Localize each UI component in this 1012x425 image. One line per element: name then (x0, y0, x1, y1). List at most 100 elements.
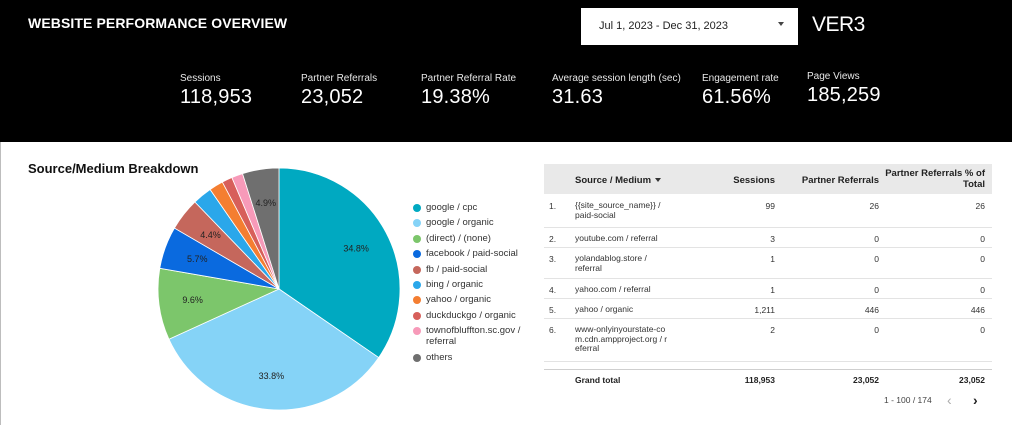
grand-total-sessions: 118,953 (744, 375, 775, 385)
legend-label: duckduckgo / organic (426, 309, 516, 321)
legend-swatch-icon (413, 234, 421, 243)
header-bar: WEBSITE PERFORMANCE OVERVIEW Jul 1, 2023… (0, 0, 1012, 142)
legend-item[interactable]: townofbluffton.sc.gov / referral (413, 325, 537, 352)
kpi-label: Partner Referral Rate (421, 73, 517, 84)
kpi-value: 185,259 (807, 84, 881, 106)
pie-slice-label: 34.8% (343, 244, 369, 254)
row-partner-referrals: 446 (864, 305, 879, 315)
kpi-label: Partner Referrals (301, 73, 378, 84)
legend-swatch-icon (413, 219, 421, 228)
table-row[interactable]: 1. {{site_source_name}} / paid-social 99… (544, 194, 992, 228)
legend-item[interactable]: others (413, 352, 537, 367)
column-header-partner-referrals-pct[interactable]: Partner Referrals % of Total (885, 168, 985, 190)
kpi-value: 31.63 (552, 86, 604, 108)
kpi-value: 19.38% (421, 86, 491, 108)
kpi-engagement-rate: Engagement rate 61.56% (702, 73, 779, 109)
legend-label: townofbluffton.sc.gov / referral (426, 325, 521, 348)
pie-slice-label: 33.8% (259, 371, 285, 381)
legend-item[interactable]: duckduckgo / organic (413, 310, 537, 325)
table-row[interactable]: 5. yahoo / organic 1,211 446 446 (544, 299, 992, 319)
grand-total-label: Grand total (575, 375, 621, 385)
row-source-medium: www-onlyinyourstate-com.cdn.ampproject.o… (575, 324, 668, 353)
row-index: 6. (549, 325, 557, 335)
previous-page-icon[interactable]: ‹ (947, 392, 952, 408)
kpi-label: Sessions (180, 73, 221, 84)
row-index: 5. (549, 305, 557, 315)
legend-label: facebook / paid-social (426, 248, 518, 260)
row-partner-referrals: 0 (874, 234, 879, 244)
legend-label: (direct) / (none) (426, 232, 491, 244)
legend-swatch-icon (413, 311, 421, 320)
row-sessions: 1 (770, 254, 775, 264)
row-source-medium: yolandablog.store / referral (575, 253, 647, 273)
row-sessions: 1 (770, 285, 775, 295)
kpi-partner-referral-rate: Partner Referral Rate 19.38% (421, 73, 516, 109)
pie-slice-google-organic[interactable] (168, 288, 380, 411)
legend-swatch-icon (413, 296, 421, 305)
table-row[interactable]: 4. yahoo.com / referral 1 0 0 (544, 279, 992, 299)
dropdown-caret-icon (778, 22, 784, 26)
row-index: 2. (549, 234, 557, 244)
chart-legend: google / cpc google / organic (direct) / (… (413, 203, 543, 373)
row-partner-referrals-pct: 0 (980, 325, 985, 335)
legend-swatch-icon (413, 280, 421, 289)
row-sessions: 3 (770, 234, 775, 244)
row-partner-referrals-pct: 0 (980, 234, 985, 244)
kpi-label: Page Views (807, 71, 860, 82)
column-header-source-medium[interactable]: Source / Medium (575, 175, 662, 186)
pie-slice-label: 5.7% (187, 254, 208, 264)
column-header-partner-referrals[interactable]: Partner Referrals (801, 175, 879, 186)
table-row[interactable]: 2. youtube.com / referral 3 0 0 (544, 228, 992, 248)
brand-logo: VER3 (812, 13, 865, 36)
legend-swatch-icon (413, 250, 421, 259)
row-index: 1. (549, 201, 557, 211)
panel-divider (0, 142, 1, 425)
row-source-medium: yahoo / organic (575, 304, 634, 314)
row-sessions: 1,211 (754, 305, 775, 315)
table-row[interactable]: 3. yolandablog.store / referral 1 0 0 (544, 248, 992, 279)
legend-label: google / cpc (426, 203, 478, 213)
grand-total-partner-referrals: 23,052 (853, 375, 879, 385)
legend-item[interactable]: google / cpc (413, 203, 537, 217)
pie-chart: 34.8% 33.8% 9.6% 5.7% 4.4% 4.9% (157, 167, 401, 411)
pie-slice-label: 9.6% (182, 295, 203, 305)
legend-item[interactable]: yahoo / organic (413, 294, 537, 309)
date-range-picker[interactable]: Jul 1, 2023 - Dec 31, 2023 (581, 8, 798, 45)
legend-swatch-icon (413, 204, 421, 212)
table-header: Source / Medium Sessions Partner Referra… (544, 164, 992, 194)
legend-label: google / organic (426, 217, 494, 229)
next-page-icon[interactable]: › (973, 392, 978, 408)
row-source-medium: {{site_source_name}} / paid-social (575, 200, 661, 220)
row-partner-referrals-pct: 26 (975, 201, 985, 211)
page-range: 1 - 100 / 174 (884, 395, 932, 405)
legend-item[interactable]: bing / organic (413, 279, 537, 294)
legend-label: others (426, 352, 453, 364)
column-header-sessions[interactable]: Sessions (733, 175, 775, 186)
legend-swatch-icon (413, 327, 421, 336)
grand-total-partner-referrals-pct: 23,052 (959, 375, 985, 385)
row-partner-referrals: 0 (874, 325, 879, 335)
legend-swatch-icon (413, 265, 421, 274)
row-partner-referrals: 0 (874, 254, 879, 264)
legend-item[interactable]: (direct) / (none) (413, 233, 537, 248)
pie-slice-google-cpc[interactable] (278, 167, 401, 359)
row-source-medium: yahoo.com / referral (575, 284, 651, 294)
legend-label: yahoo / organic (426, 294, 491, 306)
row-index: 4. (549, 285, 557, 295)
legend-swatch-icon (413, 354, 421, 363)
table-row[interactable]: 6. www-onlyinyourstate-com.cdn.ampprojec… (544, 319, 992, 362)
legend-item[interactable]: fb / paid-social (413, 264, 537, 279)
pie-slice-label: 4.4% (200, 230, 221, 240)
sort-descending-icon (655, 178, 662, 183)
page-title: WEBSITE PERFORMANCE OVERVIEW (28, 15, 288, 31)
row-index: 3. (549, 254, 557, 264)
legend-item[interactable]: google / organic (413, 217, 537, 232)
legend-item[interactable]: facebook / paid-social (413, 248, 537, 263)
kpi-value: 23,052 (301, 86, 364, 108)
pie-slice-others[interactable] (242, 167, 280, 290)
kpi-partner-referrals: Partner Referrals 23,052 (301, 73, 377, 109)
row-partner-referrals: 26 (869, 201, 879, 211)
legend-label: fb / paid-social (426, 263, 488, 275)
grand-total-row: Grand total 118,953 23,052 23,052 (544, 369, 992, 389)
pie-slice-label: 4.9% (255, 198, 276, 208)
